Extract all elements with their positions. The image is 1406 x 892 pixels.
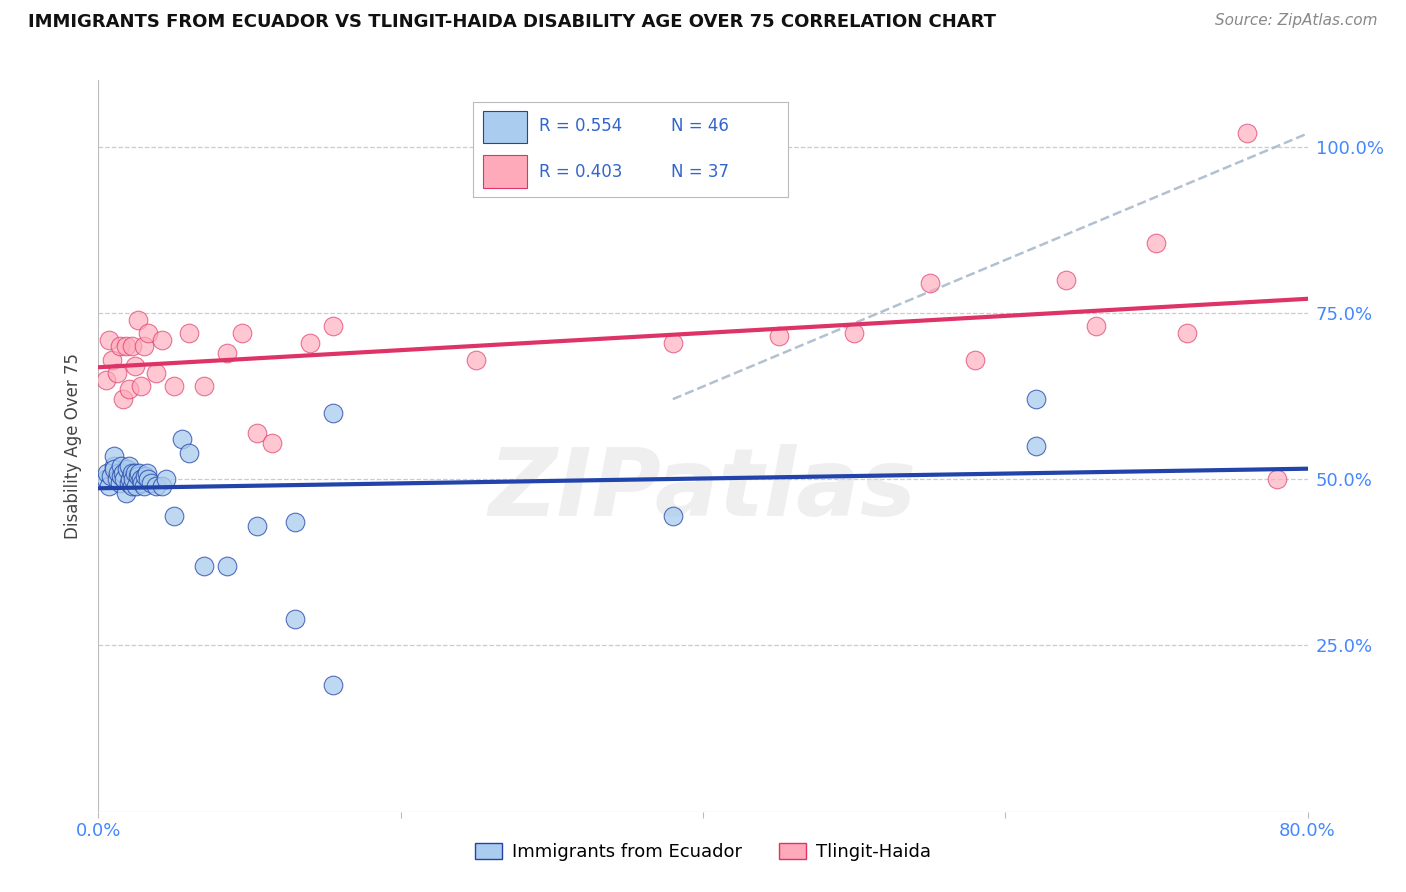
Point — [768, 329, 790, 343]
Point — [127, 469, 149, 483]
Point — [465, 352, 488, 367]
Point — [129, 379, 152, 393]
Point — [322, 406, 344, 420]
Point — [215, 558, 238, 573]
Point — [145, 366, 167, 380]
Point — [965, 352, 987, 367]
Point — [108, 475, 131, 490]
Point — [105, 366, 128, 380]
Point — [141, 475, 163, 490]
Point — [1144, 236, 1167, 251]
Point — [150, 333, 173, 347]
Point — [120, 472, 142, 486]
Point — [1085, 319, 1108, 334]
Y-axis label: Disability Age Over 75: Disability Age Over 75 — [65, 353, 83, 539]
Point — [1267, 472, 1289, 486]
Point — [246, 518, 269, 533]
Point — [246, 425, 269, 440]
Point — [94, 372, 117, 386]
Point — [155, 472, 177, 486]
Point — [107, 466, 129, 480]
Point — [101, 352, 124, 367]
Point — [136, 472, 159, 486]
Point — [145, 479, 167, 493]
Point — [322, 678, 344, 692]
Point — [284, 516, 307, 530]
Point — [150, 479, 173, 493]
Point — [118, 475, 141, 490]
Point — [124, 466, 146, 480]
Point — [121, 466, 143, 480]
Point — [131, 475, 153, 490]
Point — [114, 339, 136, 353]
Point — [98, 479, 121, 493]
Point — [110, 458, 132, 473]
Text: IMMIGRANTS FROM ECUADOR VS TLINGIT-HAIDA DISABILITY AGE OVER 75 CORRELATION CHAR: IMMIGRANTS FROM ECUADOR VS TLINGIT-HAIDA… — [28, 13, 995, 31]
Point — [163, 508, 186, 523]
Text: Source: ZipAtlas.com: Source: ZipAtlas.com — [1215, 13, 1378, 29]
Point — [121, 339, 143, 353]
Point — [129, 472, 152, 486]
Point — [284, 612, 307, 626]
Point — [94, 472, 117, 486]
Point — [111, 392, 134, 407]
Point — [231, 326, 253, 340]
Point — [128, 466, 150, 480]
Point — [103, 458, 125, 473]
Point — [1175, 326, 1198, 340]
Text: ZIPatlas: ZIPatlas — [489, 444, 917, 536]
Point — [112, 472, 135, 486]
Point — [132, 339, 155, 353]
Point — [1024, 439, 1046, 453]
Point — [132, 479, 155, 493]
Point — [111, 466, 134, 480]
Point — [844, 326, 866, 340]
Point — [193, 558, 215, 573]
Point — [100, 469, 122, 483]
Point — [121, 479, 143, 493]
Point — [1236, 127, 1258, 141]
Point — [918, 276, 941, 290]
Point — [134, 469, 156, 483]
Point — [110, 469, 132, 483]
Point — [193, 379, 215, 393]
Point — [103, 462, 125, 476]
Point — [115, 462, 138, 476]
Point — [118, 458, 141, 473]
Point — [98, 333, 121, 347]
Point — [122, 472, 145, 486]
Point — [262, 435, 284, 450]
Point — [135, 466, 157, 480]
Point — [662, 508, 685, 523]
Point — [163, 379, 186, 393]
Point — [96, 466, 118, 480]
Point — [170, 433, 193, 447]
Point — [108, 339, 131, 353]
Legend: Immigrants from Ecuador, Tlingit-Haida: Immigrants from Ecuador, Tlingit-Haida — [467, 836, 939, 869]
Point — [1054, 273, 1077, 287]
Point — [105, 472, 128, 486]
Point — [179, 445, 201, 459]
Point — [103, 449, 125, 463]
Point — [1024, 392, 1046, 407]
Point — [136, 326, 159, 340]
Point — [322, 319, 344, 334]
Point — [125, 479, 148, 493]
Point — [215, 346, 238, 360]
Point — [127, 312, 149, 326]
Point — [179, 326, 201, 340]
Point — [299, 335, 322, 350]
Point — [662, 335, 685, 350]
Point — [114, 485, 136, 500]
Point — [124, 359, 146, 374]
Point — [118, 383, 141, 397]
